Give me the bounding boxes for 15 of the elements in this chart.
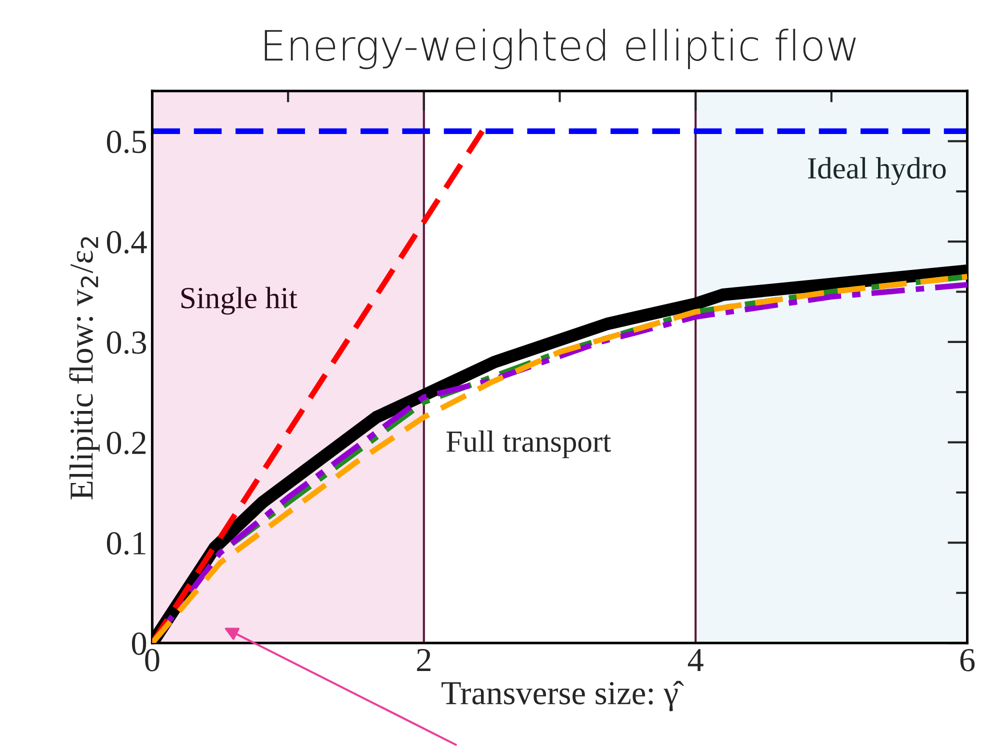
y-axis-title: Ellipitic flow: v$_{2}$/ε$_{2}$ [69,237,100,500]
y-tick-label: 0.3 [106,331,146,354]
x-tick-label: 4 [688,649,704,672]
band-label: Ideal hydro [808,157,946,185]
annotation: Full transport [446,430,611,458]
x-tick-label: 6 [960,648,975,672]
x-tick-label: 2 [417,648,430,672]
y-tick-label: 0.4 [106,230,147,254]
chart-title: Energy-weighted elliptic flow [264,28,856,70]
y-tick-label: 0.5 [106,130,146,154]
y-tick-label: 0 [132,632,146,655]
band-label: Single hit [181,286,298,315]
y-tick-label: 0.2 [106,432,146,454]
y-tick-label: 0.1 [106,532,146,555]
x-axis-title: Transverse size: γ̂ [442,680,684,712]
